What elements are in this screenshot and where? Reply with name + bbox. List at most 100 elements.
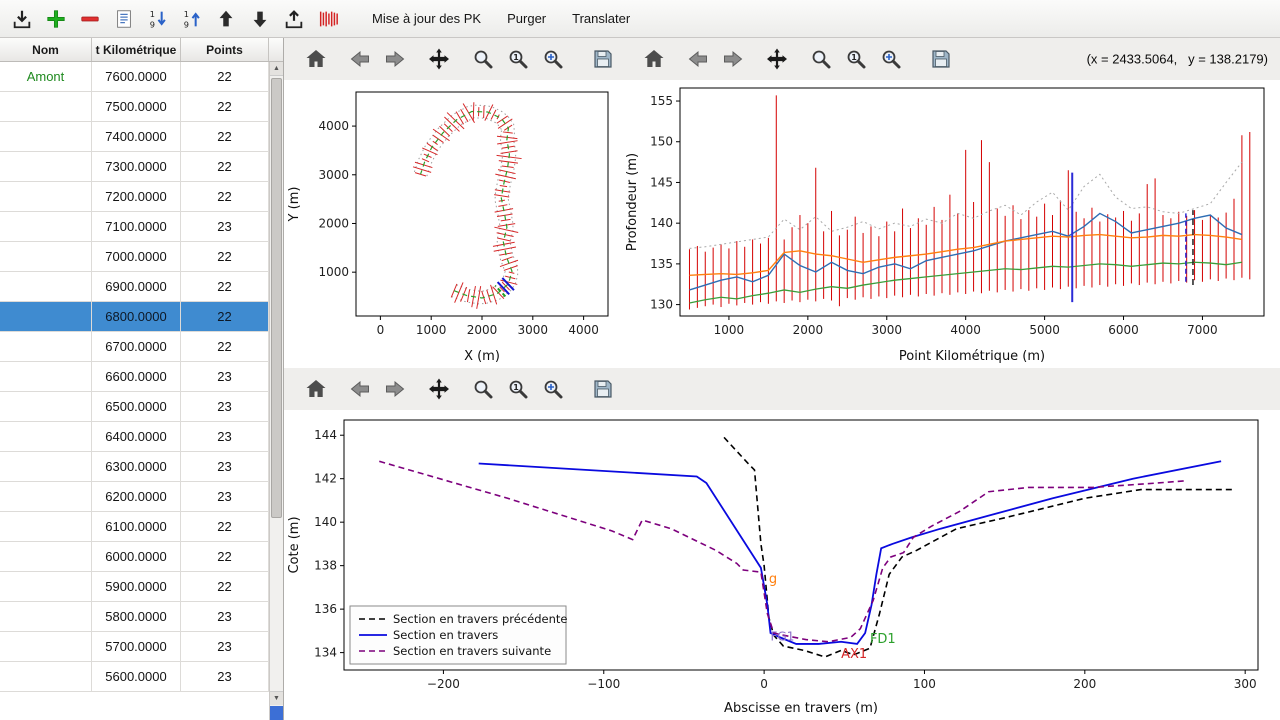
forward-button[interactable]: [719, 45, 747, 73]
zoom-one-button[interactable]: [842, 45, 870, 73]
table-row[interactable]: 6600.0000 23: [0, 362, 269, 392]
home-button[interactable]: [302, 375, 330, 403]
zoom-button[interactable]: [469, 375, 497, 403]
scrollbar-thumb[interactable]: [271, 78, 282, 518]
cursor-position-readout: (x = 2433.5064, y = 138.2179): [1086, 51, 1268, 67]
back-button[interactable]: [346, 375, 374, 403]
save-figure-button[interactable]: [589, 45, 617, 73]
column-header-points[interactable]: Points: [181, 38, 269, 61]
zoom-one-button[interactable]: [504, 375, 532, 403]
table-body[interactable]: Amont 7600.0000 22 7500.0000 22 7400.0000 22 73…: [0, 62, 269, 720]
table-row[interactable]: 6700.0000 22: [0, 332, 269, 362]
zoom-button[interactable]: [807, 45, 835, 73]
row-nom: [0, 392, 92, 421]
table-row[interactable]: 7300.0000 22: [0, 152, 269, 182]
table-row[interactable]: 6900.0000 22: [0, 272, 269, 302]
forward-button[interactable]: [381, 45, 409, 73]
table-row[interactable]: 6300.0000 23: [0, 452, 269, 482]
move-down-button[interactable]: [246, 5, 274, 33]
section-plot-canvas[interactable]: −200 −100 0 100 200 300 134 136 138 140 142 144 Absc…: [284, 410, 1280, 720]
zoom-icon: [474, 50, 493, 69]
plan-figure: 0 1000 2000 3000 4000 1000 2000 3000 4000 X (m) Y …: [284, 38, 622, 368]
svg-text:1000: 1000: [318, 265, 349, 279]
row-pk: 6400.0000: [92, 422, 181, 451]
scroll-corner-widget: [270, 706, 283, 720]
column-header-pk[interactable]: t Kilométrique: [92, 38, 181, 61]
zoom-plus-button[interactable]: [539, 375, 567, 403]
table-row[interactable]: 5700.0000 23: [0, 632, 269, 662]
zoom-plus-button[interactable]: [539, 45, 567, 73]
table-row[interactable]: 7000.0000 22: [0, 242, 269, 272]
table-row[interactable]: 6000.0000 22: [0, 542, 269, 572]
row-pk: 7400.0000: [92, 122, 181, 151]
row-pk: 7000.0000: [92, 242, 181, 271]
row-pk: 6500.0000: [92, 392, 181, 421]
table-row[interactable]: 6800.0000 22: [0, 302, 269, 332]
table-row[interactable]: 5900.0000 22: [0, 572, 269, 602]
import-button[interactable]: [8, 5, 36, 33]
forward-button[interactable]: [381, 375, 409, 403]
export-button[interactable]: [280, 5, 308, 33]
table-row[interactable]: 6200.0000 23: [0, 482, 269, 512]
sections-button[interactable]: [314, 5, 342, 33]
table-row[interactable]: 5800.0000 23: [0, 602, 269, 632]
home-button[interactable]: [302, 45, 330, 73]
table-row[interactable]: 5600.0000 23: [0, 662, 269, 692]
save-figure-button[interactable]: [589, 375, 617, 403]
pan-button[interactable]: [425, 375, 453, 403]
profile-figure: (x = 2433.5064, y = 138.2179) 1000 2000 30…: [622, 38, 1280, 368]
svg-text:−100: −100: [587, 677, 620, 691]
svg-text:3000: 3000: [518, 323, 549, 337]
table-row[interactable]: 7100.0000 23: [0, 212, 269, 242]
remove-section-button[interactable]: [76, 5, 104, 33]
move-up-button[interactable]: [212, 5, 240, 33]
table-row[interactable]: 6500.0000 23: [0, 392, 269, 422]
svg-text:135: 135: [650, 257, 673, 271]
scroll-down-arrow[interactable]: ▼: [270, 691, 283, 705]
translate-button[interactable]: Translater: [572, 11, 631, 26]
zoom-one-button[interactable]: [504, 45, 532, 73]
svg-text:3000: 3000: [318, 168, 349, 182]
svg-text:0: 0: [377, 323, 385, 337]
back-button[interactable]: [684, 45, 712, 73]
row-nom: [0, 332, 92, 361]
home-icon: [644, 50, 664, 67]
table-row[interactable]: 6400.0000 23: [0, 422, 269, 452]
svg-text:g: g: [769, 572, 777, 587]
zoom-one-icon: [509, 50, 528, 69]
svg-text:145: 145: [650, 175, 673, 189]
home-button[interactable]: [640, 45, 668, 73]
zoom-plus-button[interactable]: [877, 45, 905, 73]
update-pk-button[interactable]: Mise à jour des PK: [372, 11, 482, 26]
svg-text:Section en travers précédente: Section en travers précédente: [393, 612, 567, 626]
table-row[interactable]: 6100.0000 22: [0, 512, 269, 542]
edit-button[interactable]: [110, 5, 138, 33]
plan-plot-canvas[interactable]: 0 1000 2000 3000 4000 1000 2000 3000 4000 X (m) Y …: [284, 80, 622, 368]
pan-button[interactable]: [763, 45, 791, 73]
row-pk: 6200.0000: [92, 482, 181, 511]
purge-button[interactable]: Purger: [507, 11, 547, 26]
row-pk: 6700.0000: [92, 332, 181, 361]
pan-button[interactable]: [425, 45, 453, 73]
row-nom: [0, 572, 92, 601]
svg-text:Section en travers suivante: Section en travers suivante: [393, 644, 551, 658]
profile-plot-canvas[interactable]: 1000 2000 3000 4000 5000 6000 7000 130 135 140 145…: [622, 80, 1280, 368]
zoom-button[interactable]: [469, 45, 497, 73]
row-pk: 5800.0000: [92, 602, 181, 631]
svg-text:9: 9: [184, 19, 189, 29]
plus-icon: [47, 9, 65, 28]
save-figure-button[interactable]: [927, 45, 955, 73]
table-scrollbar[interactable]: ▲ ▼: [269, 62, 283, 720]
table-row[interactable]: 7500.0000 22: [0, 92, 269, 122]
back-button[interactable]: [346, 45, 374, 73]
section-figure: −200 −100 0 100 200 300 134 136 138 140 142 144 Absc…: [284, 368, 1280, 720]
row-nom: [0, 242, 92, 271]
table-row[interactable]: 7400.0000 22: [0, 122, 269, 152]
scroll-up-arrow[interactable]: ▲: [270, 62, 283, 76]
column-header-nom[interactable]: Nom: [0, 38, 92, 61]
add-section-button[interactable]: [42, 5, 70, 33]
table-row[interactable]: 7200.0000 22: [0, 182, 269, 212]
table-row[interactable]: Amont 7600.0000 22: [0, 62, 269, 92]
